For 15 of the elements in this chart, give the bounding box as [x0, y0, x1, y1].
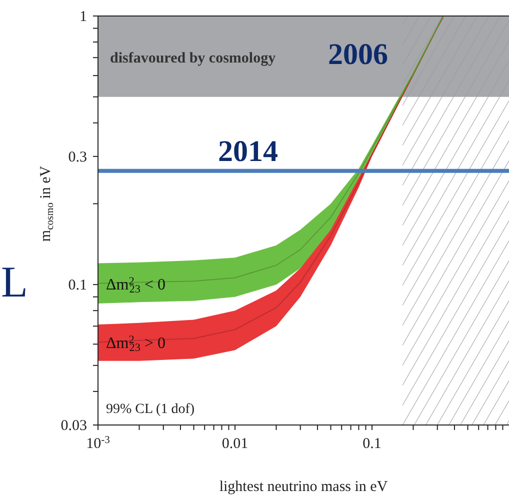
y-tick-label: 0.03	[60, 418, 87, 434]
y-tick-label: 1	[80, 9, 87, 25]
band-label: disfavoured by cosmology	[110, 50, 276, 66]
y-tick-label: 0.3	[68, 149, 87, 166]
x-axis-title: lightest neutrino mass in eV	[219, 479, 388, 495]
x-tick-label: 0.1	[362, 436, 382, 452]
x-tick-label: 10$^{-3}$	[86, 435, 110, 452]
y-tick-label: 0.1	[68, 278, 87, 294]
annotation: 2014	[218, 134, 278, 168]
text: L	[1, 258, 28, 307]
annotation: 2006	[328, 38, 388, 71]
annotation: 99% CL (1 dof)	[106, 402, 195, 417]
series-label: Δm$^{2}$$_{23}$ < 0	[106, 275, 166, 296]
x-tick-label: 0.01	[222, 436, 248, 452]
series-label: Δm$^{2}$$_{23}$ > 0	[106, 334, 166, 355]
